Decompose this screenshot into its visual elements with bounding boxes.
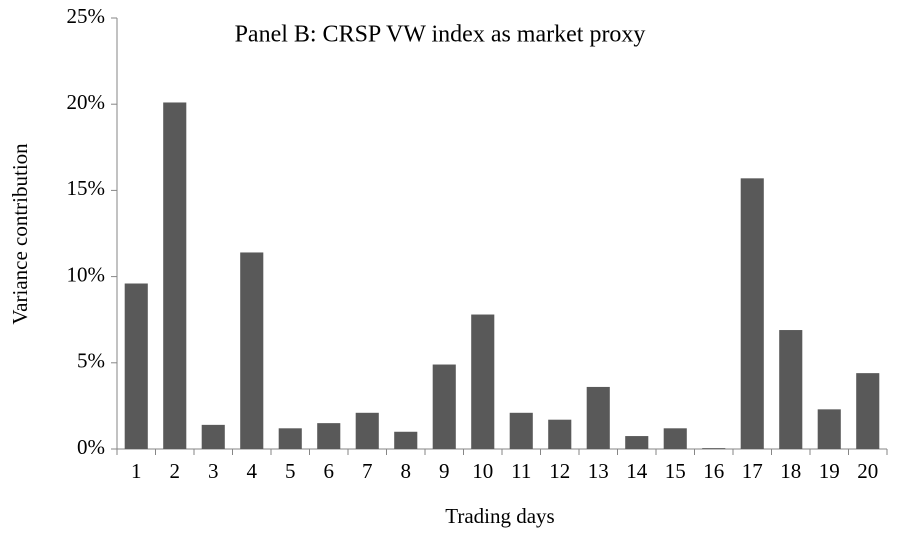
bar [663,428,687,449]
x-tick-label: 17 [742,459,763,483]
x-tick-label: 8 [401,459,412,483]
x-tick-label: 2 [170,459,181,483]
x-tick-label: 15 [665,459,686,483]
bar [240,252,264,449]
x-tick-label: 11 [511,459,531,483]
x-tick-label: 13 [588,459,609,483]
y-tick-label: 20% [67,90,106,114]
y-axis-label: Variance contribution [8,143,32,325]
x-tick-label: 9 [439,459,450,483]
bar [201,424,225,449]
bar [856,373,880,449]
x-tick-label: 4 [247,459,258,483]
bar [740,178,764,449]
chart-title: Panel B: CRSP VW index as market proxy [235,22,646,48]
bar [471,314,495,449]
y-tick-label: 0% [77,435,105,459]
x-tick-label: 14 [626,459,648,483]
y-tick-label: 15% [67,176,106,200]
y-tick-label: 5% [77,349,105,373]
x-tick-label: 19 [819,459,840,483]
bar [586,386,610,449]
y-tick-label: 25% [67,4,106,28]
bar [278,428,302,449]
bar [394,431,418,449]
x-tick-label: 12 [549,459,570,483]
bar [509,412,533,449]
x-tick-label: 6 [324,459,335,483]
x-tick-label: 7 [362,459,373,483]
bar [317,423,341,449]
x-tick-label: 18 [780,459,801,483]
x-tick-label: 5 [285,459,296,483]
x-tick-label: 20 [857,459,878,483]
x-tick-label: 10 [472,459,493,483]
bar [779,330,803,449]
bar [702,448,726,449]
x-tick-label: 1 [131,459,142,483]
bar [817,409,841,449]
bar [124,283,148,449]
bar [548,419,572,449]
x-axis-label: Trading days [445,504,554,528]
bar [163,102,187,449]
bar [355,412,379,449]
y-tick-label: 10% [67,262,106,286]
bar [432,364,456,449]
x-tick-label: 16 [703,459,724,483]
bar [625,436,649,449]
x-tick-label: 3 [208,459,219,483]
